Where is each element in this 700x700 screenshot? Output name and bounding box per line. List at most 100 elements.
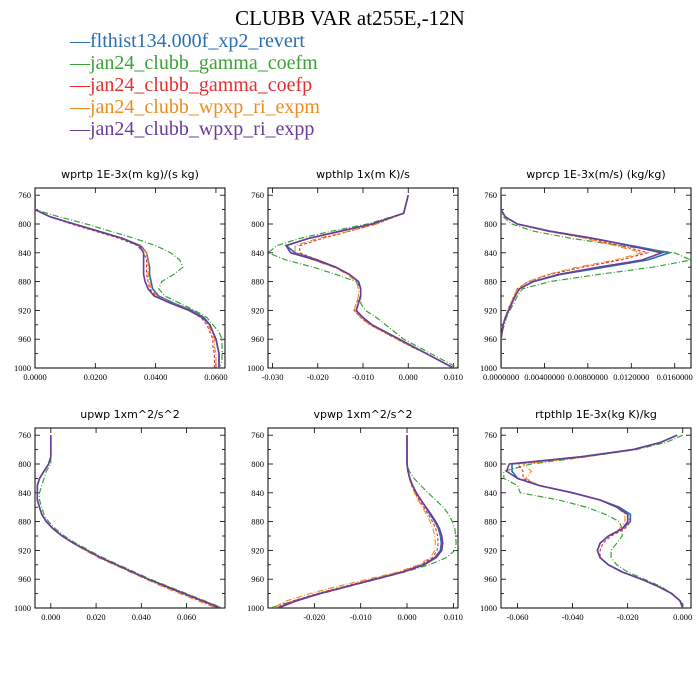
y-tick-label: 760 [251,190,264,200]
y-tick-label: 920 [18,305,31,315]
panel-wpthlp: wpthlp 1x(m K)/s 760 800 840 880 920 960 1000 -0… [233,158,468,398]
series-line-1 [36,435,221,608]
y-tick-label: 1000 [247,363,264,373]
x-tick-label: 0.000 [41,612,60,622]
y-tick-label: 760 [18,430,31,440]
series-line-3 [501,195,650,368]
y-tick-label: 880 [251,517,264,527]
x-tick-label: 0.0000000 [483,372,519,382]
x-tick-label: -0.010 [352,372,374,382]
legend-entry-3: —jan24_clubb_gamma_coefp [70,74,320,96]
panel-upwp: upwp 1xm^2/s^2 760 800 840 880 920 960 1000 0.00… [0,398,235,638]
y-tick-label: 800 [251,459,264,469]
y-tick-label: 1000 [480,603,497,613]
y-tick-label: 840 [18,488,31,498]
series-line-5 [277,435,444,608]
x-tick-label: 0.0200 [84,372,107,382]
y-tick-label: 760 [484,430,497,440]
series-line-4 [521,434,684,608]
y-tick-label: 1000 [14,363,31,373]
y-tick-label: 880 [251,277,264,287]
y-tick-label: 840 [251,488,264,498]
y-tick-label: 880 [484,517,497,527]
x-tick-label: 0.000 [397,612,416,622]
series-line-2 [503,434,686,608]
y-tick-label: 1000 [14,603,31,613]
chart-wpthlp: wpthlp 1x(m K)/s7608008408809209601000-0… [247,168,463,382]
series-line-3 [35,195,215,368]
y-tick-label: 880 [484,277,497,287]
series-line-4 [272,435,436,608]
legend-label: jan24_clubb_wpxp_ri_expp [90,118,315,140]
y-tick-label: 840 [18,248,31,258]
x-tick-label: 0.000 [673,612,692,622]
y-tick-label: 920 [18,545,31,555]
legend-swatch: — [70,96,90,118]
legend-swatch: — [70,74,90,96]
x-tick-label: 0.0120000 [613,372,649,382]
series-line-2 [270,435,457,608]
panel-wprtp: wprtp 1E-3x(m kg)/(s kg) 760 800 840 880 920 9… [0,158,235,398]
plot-frame [500,427,692,609]
panel-title: wprtp 1E-3x(m kg)/(s kg) [61,168,199,181]
y-tick-label: 1000 [247,603,264,613]
series-line-4 [36,435,217,608]
y-tick-label: 760 [18,190,31,200]
panel-title: vpwp 1xm^2/s^2 [313,408,412,421]
panel-vpwp: vpwp 1xm^2/s^2 760 800 840 880 920 960 1000 -0.0… [233,398,468,638]
plot-frame [34,427,226,609]
y-tick-label: 1000 [480,363,497,373]
series-line-5 [505,434,684,608]
x-tick-label: 0.010 [444,372,463,382]
series-line-3 [36,435,219,608]
series-line-4 [294,195,454,368]
series-line-2 [268,195,458,368]
y-tick-label: 760 [251,430,264,440]
legend-label: jan24_clubb_gamma_coefm [90,52,318,74]
panel-wprcp: wprcp 1E-3x(m/s) (kg/kg) 760 800 840 880 920 9… [466,158,700,398]
x-tick-label: -0.010 [350,612,372,622]
y-tick-label: 920 [484,305,497,315]
series-line-1 [284,195,454,368]
x-tick-label: 0.0160000 [657,372,693,382]
chart-vpwp: vpwp 1xm^2/s^2 760 800 840 880 920 960 1000 -0.0… [247,408,463,622]
plot-frame [34,187,226,369]
y-tick-label: 880 [18,277,31,287]
y-tick-label: 880 [18,517,31,527]
series-line-5 [501,195,665,368]
plot-frame [267,427,459,609]
y-tick-label: 920 [484,545,497,555]
series-line-1 [501,195,673,368]
y-tick-label: 960 [484,574,497,584]
legend-entry-5: —jan24_clubb_wpxp_ri_expp [70,118,320,140]
x-tick-label: -0.020 [303,612,325,622]
series-line-5 [284,195,454,368]
y-tick-label: 960 [18,574,31,584]
x-tick-label: 0.0000 [23,372,46,382]
plot-frame [500,187,692,369]
x-tick-label: 0.020 [87,612,106,622]
panel-title: wprcp 1E-3x(m/s) (kg/kg) [526,168,665,181]
x-tick-label: -0.020 [617,612,639,622]
x-tick-label: 0.00800000 [568,372,608,382]
y-tick-label: 800 [18,219,31,229]
y-tick-label: 920 [251,305,264,315]
legend-swatch: — [70,52,90,74]
x-tick-label: 0.040 [132,612,151,622]
x-tick-label: 0.00400000 [524,372,564,382]
series-line-2 [501,195,691,368]
series-line-1 [277,435,443,608]
y-tick-label: 960 [251,334,264,344]
x-tick-label: -0.020 [307,372,329,382]
x-tick-label: 0.0600 [204,372,227,382]
legend: —flthist134.000f_xp2_revert —jan24_clubb… [70,30,320,140]
series-line-3 [274,435,439,608]
panel-title: rtpthlp 1E-3x(kg K)/kg [535,408,657,421]
chart-wprcp: wprcp 1E-3x(m/s) (kg/kg) 760 800 840 880 920 9… [480,168,693,382]
panel-title: upwp 1xm^2/s^2 [80,408,180,421]
y-tick-label: 960 [484,334,497,344]
chart-upwp: upwp 1xm^2/s^2 760 800 840 880 920 960 1000 0.00… [14,408,226,622]
series-line-2 [38,435,223,608]
y-tick-label: 960 [251,574,264,584]
legend-entry-1: —flthist134.000f_xp2_revert [70,30,320,52]
